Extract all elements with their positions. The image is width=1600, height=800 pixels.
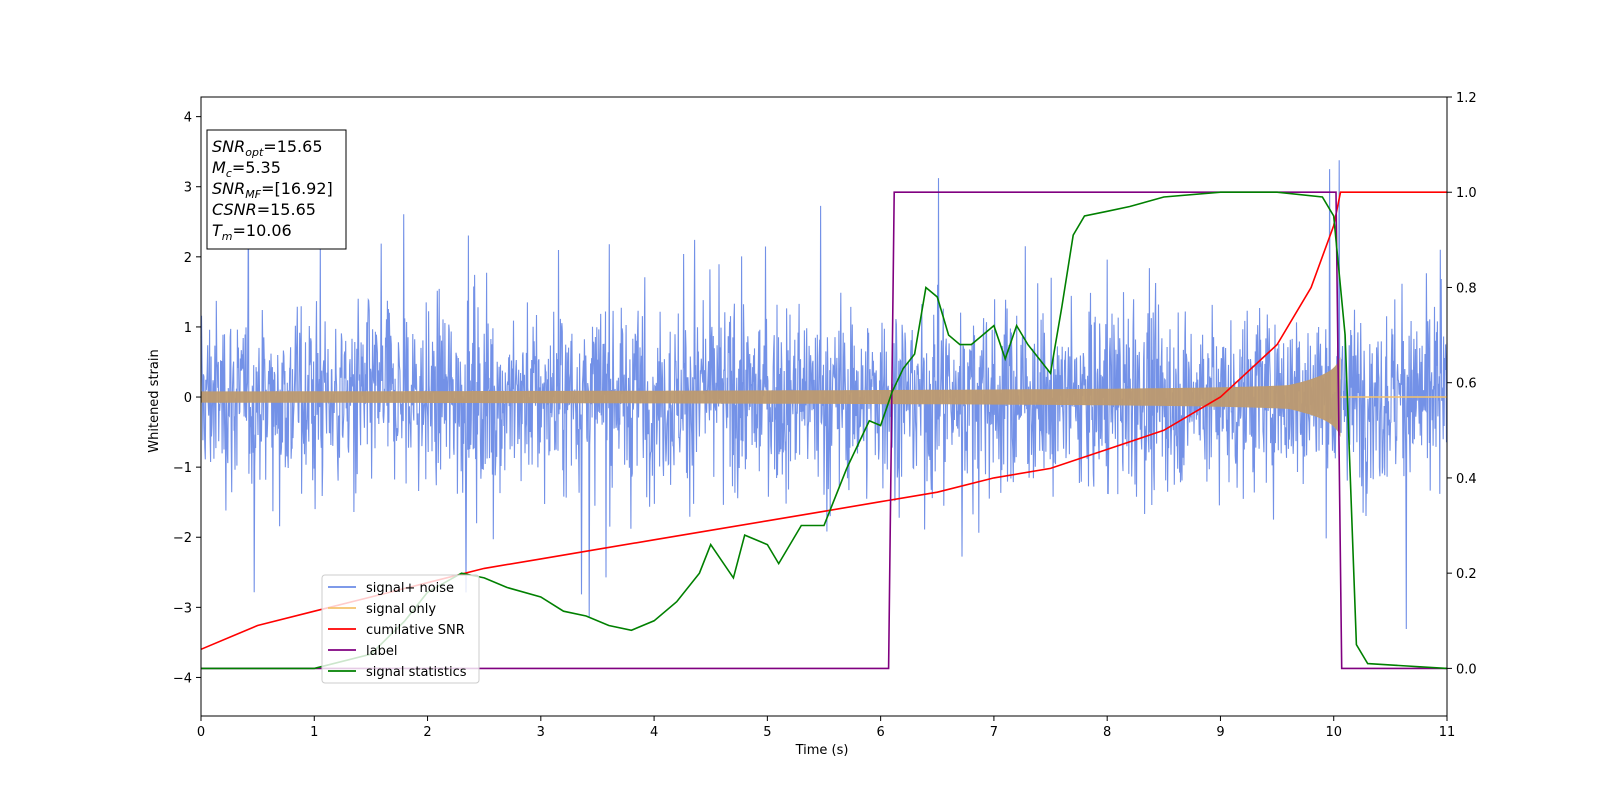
x-tick-label: 1: [310, 725, 318, 740]
x-tick-label: 7: [990, 725, 998, 740]
y-tick-label: 2: [184, 251, 192, 266]
series-line-signal-statistics: [201, 191, 1448, 670]
legend-label: signal only: [366, 602, 436, 617]
x-axis-label: Time (s): [795, 743, 849, 758]
series-line-label: [201, 191, 1447, 670]
x-tick-label: 6: [876, 725, 884, 740]
y-tick-label: −3: [173, 601, 192, 616]
y-tick-label: −4: [173, 671, 192, 686]
info-line: SNRMF=[16.92]: [212, 179, 333, 201]
y2-tick-label: 0.4: [1456, 472, 1477, 487]
signal-plus-noise-line: [200, 160, 1448, 630]
x-tick-label: 2: [423, 725, 431, 740]
info-box: SNRopt=15.65Mc=5.35SNRMF=[16.92]CSNR=15.…: [206, 129, 347, 250]
plot-frame: [200, 96, 1448, 717]
info-box-frame: [206, 129, 347, 250]
y-tick-label: 0: [184, 391, 192, 406]
signal-only-envelope: [201, 357, 1341, 438]
x-tick-label: 9: [1216, 725, 1224, 740]
legend-label: label: [366, 644, 397, 659]
x-tick-label: 4: [650, 725, 658, 740]
x-tick-label: 5: [763, 725, 771, 740]
y2-tick-label: 0.8: [1456, 281, 1477, 296]
info-line: CSNR=15.65: [212, 200, 316, 219]
y2-tick-label: 1.2: [1456, 91, 1477, 106]
x-tick-label: 11: [1439, 725, 1456, 740]
y2-tick-label: 0.0: [1456, 662, 1477, 677]
info-line: Mc=5.35: [212, 158, 281, 180]
legend: signal+ noise signal only cumilative SNR la…: [321, 574, 480, 684]
series-signal-only: [201, 357, 1447, 438]
y-tick-label: 4: [184, 111, 192, 126]
y2-tick-label: 1.0: [1456, 186, 1477, 201]
legend-frame: [321, 574, 480, 684]
legend-label: signal statistics: [366, 665, 467, 680]
legend-label: cumilative SNR: [366, 623, 465, 638]
axes: 0 1 2 3 4 5 6 7 8 9 10 11 −4 −3 −2 −1 0 1 2 3 4 0.0 0.2 0.4 0.6 0…: [173, 91, 1477, 740]
y-tick-label: 1: [184, 321, 192, 336]
y2-tick-label: 0.6: [1456, 377, 1477, 392]
x-tick-label: 8: [1103, 725, 1111, 740]
info-line: SNRopt=15.65: [212, 137, 323, 159]
x-tick-label: 0: [197, 725, 205, 740]
y-tick-label: −2: [173, 531, 192, 546]
x-tick-label: 3: [537, 725, 545, 740]
y-tick-label: 3: [184, 181, 192, 196]
x-tick-label: 10: [1325, 725, 1342, 740]
series-signal-plus-noise: [200, 160, 1448, 630]
info-line: Tm=10.06: [212, 221, 292, 243]
legend-label: signal+ noise: [366, 581, 454, 596]
y2-tick-label: 0.2: [1456, 567, 1477, 582]
y-tick-label: −1: [173, 461, 192, 476]
y-axis-label: Whitened strain: [147, 349, 162, 452]
